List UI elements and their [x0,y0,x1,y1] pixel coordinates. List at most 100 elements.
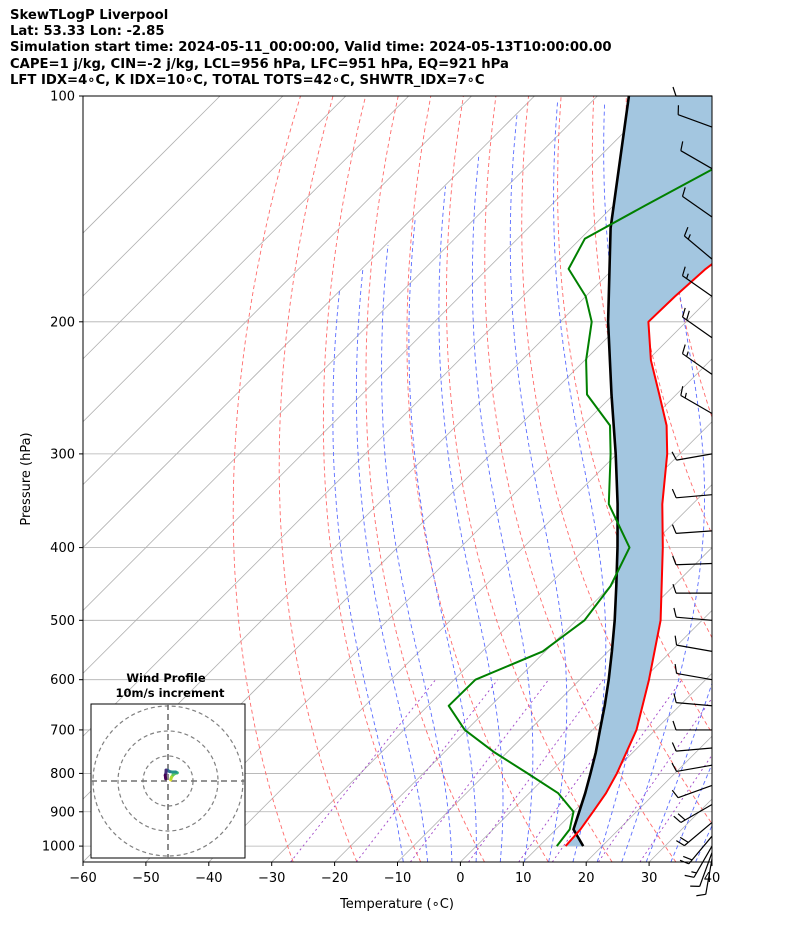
wind-barb-staff [676,453,713,461]
wind-barb-staff [676,530,713,535]
cape-fill [565,96,712,847]
wind-barb-flag [673,693,677,703]
wind-barb [672,86,712,97]
wind-barb-flag [679,836,689,843]
moist-adiabat-line [645,682,712,862]
wind-barb-flag [676,840,685,847]
x-tick-label: −30 [258,871,285,886]
cape-cin-line: CAPE=1 j/kg, CIN=-2 j/kg, LCL=956 hPa, L… [10,56,509,72]
wind-barb-staff [676,562,713,566]
mixing-ratio-line [598,697,712,862]
sounding-profiles [447,96,712,847]
wind-barb-flag [671,762,678,772]
moist-adiabat-line [509,114,568,862]
wind-barb [676,822,713,847]
wind-barb [673,803,713,823]
wind-barb-flag [677,813,686,821]
wind-barb [671,488,713,499]
x-tick-label: −10 [384,871,411,886]
y-tick-label: 400 [50,541,75,556]
isotherm-line [208,358,712,862]
dewpoint-line [447,168,712,847]
wind-barb [680,141,713,170]
wind-barb [690,852,713,887]
dry-adiabat-line [322,96,422,862]
wind-barb-flag [674,635,678,646]
moist-adiabat-line [471,155,534,862]
wind-barb [674,663,713,681]
wind-barb [671,762,713,773]
wind-barb [677,105,713,128]
dry-adiabat-line [232,96,301,862]
moist-adiabat-line [381,244,453,862]
wind-barb-staff [680,803,713,823]
wind-barb-flag [673,607,677,618]
dry-adiabat-line [446,96,613,862]
wind-barb-staff [680,150,713,170]
y-axis-label: Pressure (hPa) [19,432,34,525]
wind-barb-staff [682,275,713,297]
wind-barb-staff [676,764,713,773]
wind-barb [673,693,713,707]
wind-barb-flag [672,86,677,97]
dry-adiabat-line [278,96,358,862]
wind-barb-flag [672,555,677,565]
x-axis-label: Temperature (∘C) [339,897,454,912]
location-line: Lat: 53.33 Lon: -2.85 [10,24,165,40]
wind-barb [681,307,713,339]
dry-adiabat-line [484,96,677,862]
isotherm-line [711,861,712,862]
wind-barb-staff [676,494,713,499]
wind-barb-staff [699,852,713,887]
isotherm-line [83,96,598,611]
isotherm-line [83,96,661,674]
wind-barb-staff [684,822,713,847]
x-tick-label: 30 [641,871,658,886]
x-tick-label: −40 [195,871,222,886]
wind-barb [673,607,713,621]
moist-adiabat-line [332,291,404,862]
wind-barb-half-flag [686,351,689,357]
hodograph-title: Wind Profile [126,671,206,685]
dry-adiabat-line [557,96,712,734]
isotherm-line [83,96,284,297]
x-tick-label: 40 [704,871,721,886]
moist-adiabat-line [438,186,504,862]
wind-barb-flag [671,451,678,461]
wind-barb [672,583,712,594]
isotherm-line [83,96,347,360]
isotherm-line [334,484,712,862]
wind-barb-flag [696,893,706,897]
isotherm-line [460,609,712,862]
wind-barb-half-flag [686,273,689,279]
wind-barb-flag [671,789,679,799]
temperature-line [564,262,712,847]
isotherm-line [83,96,472,486]
chart-header: SkewTLogP Liverpool Lat: 53.33 Lon: -2.8… [10,8,790,89]
moist-adiabat-line [408,219,477,862]
wind-barb [671,784,713,799]
isotherm-line [397,546,712,862]
y-tick-label: 200 [50,315,75,330]
y-tick-label: 500 [50,614,75,629]
dry-adiabat-line [365,96,485,862]
wind-barb [672,555,713,566]
wind-barb-staff [677,114,713,128]
wind-barb-flag [681,307,686,318]
wind-barb-staff [682,195,713,218]
moist-adiabat-line [553,102,607,862]
x-tick-label: 0 [456,871,464,886]
wind-barb [671,524,713,535]
wind-barb-flag [681,344,686,354]
wind-barb-staff [676,747,713,752]
dry-adiabat-line [521,96,712,825]
mixing-ratio-line [410,679,549,862]
wind-barb [681,266,713,297]
wind-barb-flag [671,742,677,752]
isotherm-line [523,672,712,862]
isotherm-line [83,106,712,737]
wind-barb-flag [671,488,677,499]
y-tick-label: 1000 [42,840,75,855]
wind-barb-staff [682,353,713,375]
